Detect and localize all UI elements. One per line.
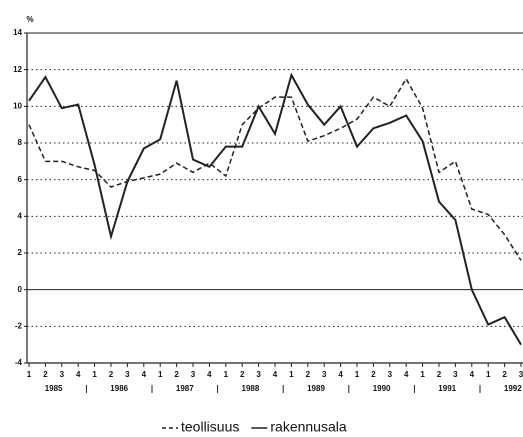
y-tick-label: 8 [18, 138, 23, 147]
y-tick-label: 10 [13, 101, 22, 110]
x-tick-label: 4 [142, 370, 147, 379]
x-tick-label: 2 [174, 370, 179, 379]
line-rakennusala [28, 72, 522, 346]
x-tick-label: 3 [125, 370, 130, 379]
x-tick-label: 1 [420, 370, 425, 379]
x-tick-label: 4 [76, 370, 81, 379]
year-label: 1987 [176, 384, 194, 393]
x-tick-label: 2 [109, 370, 114, 379]
year-label: 1988 [242, 384, 260, 393]
y-tick-label: 0 [18, 285, 23, 294]
x-tick-label: 4 [470, 370, 475, 379]
year-label: 1990 [373, 384, 391, 393]
y-tick-label: -4 [15, 358, 23, 367]
x-tick-label: 2 [306, 370, 311, 379]
year-label: 1986 [110, 384, 128, 393]
x-tick-label: 3 [256, 370, 261, 379]
legend-label: teollisuus [181, 419, 239, 435]
x-tick-label: 2 [437, 370, 442, 379]
y-tick-label: -2 [15, 321, 23, 330]
x-tick-label: 3 [60, 370, 65, 379]
y-tick-label: 6 [18, 175, 23, 184]
x-tick-label: 1 [224, 370, 229, 379]
x-tick-label: 2 [43, 370, 48, 379]
year-label: 1991 [438, 384, 456, 393]
x-tick-label: 1 [355, 370, 360, 379]
y-tick-label: 4 [18, 211, 23, 220]
x-tick-label: 1 [92, 370, 97, 379]
year-label: 1989 [307, 384, 325, 393]
x-tick-label: 3 [388, 370, 393, 379]
year-label: 1992 [504, 384, 522, 393]
x-tick-label: 3 [453, 370, 458, 379]
y-tick-label: 14 [13, 28, 22, 37]
x-tick-label: 1 [158, 370, 163, 379]
x-tick-label: 4 [404, 370, 409, 379]
x-tick-label: 3 [191, 370, 196, 379]
y-tick-label: 12 [13, 65, 22, 74]
x-tick-label: 3 [322, 370, 327, 379]
x-tick-label: 1 [486, 370, 491, 379]
x-tick-label: 2 [371, 370, 376, 379]
y-axis-label: % [26, 15, 33, 24]
line-teollisuus [28, 77, 522, 261]
x-tick-label: 2 [502, 370, 507, 379]
x-tick-label: 1 [289, 370, 294, 379]
x-tick-label: 4 [273, 370, 278, 379]
x-tick-label: 4 [338, 370, 343, 379]
x-tick-label: 4 [207, 370, 212, 379]
year-label: 1985 [45, 384, 63, 393]
y-tick-label: 2 [18, 248, 23, 257]
x-tick-label: 1 [27, 370, 32, 379]
legend-label: rakennusala [270, 419, 346, 435]
x-tick-label: 3 [519, 370, 523, 379]
x-tick-label: 2 [240, 370, 245, 379]
